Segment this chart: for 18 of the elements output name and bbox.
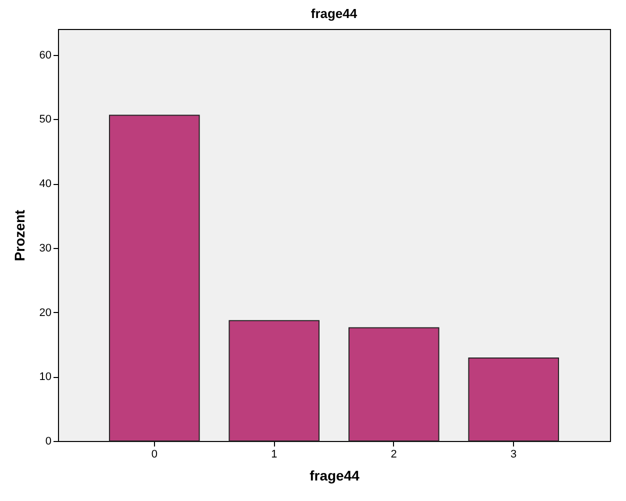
x-tick-label: 1: [271, 448, 278, 460]
y-tick-label: 40: [39, 178, 52, 190]
bar: [228, 320, 320, 442]
y-tick-label: 10: [39, 371, 52, 384]
x-axis-title: frage44: [310, 468, 360, 484]
x-tick-label: 3: [510, 448, 517, 460]
x-tick-label: 0: [151, 448, 158, 460]
y-tick-label: 20: [39, 306, 52, 319]
bar: [348, 327, 440, 442]
x-tick-label: 2: [390, 448, 397, 460]
bar: [108, 114, 200, 442]
bar: [468, 357, 560, 442]
y-tick-label: 30: [39, 242, 52, 254]
y-tick-label: 60: [39, 49, 52, 62]
chart-title: frage44: [310, 6, 358, 21]
y-axis-title: Prozent: [11, 209, 28, 262]
y-tick-label: 0: [45, 436, 52, 448]
y-tick-label: 50: [39, 114, 52, 126]
